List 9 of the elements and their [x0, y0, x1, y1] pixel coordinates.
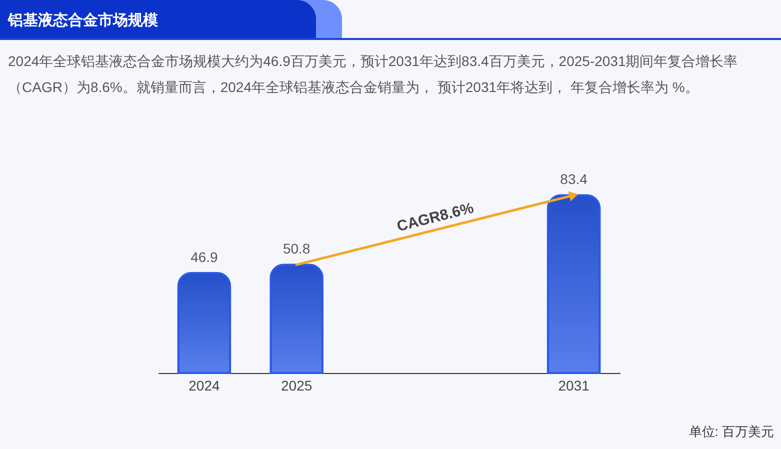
data-label: 83.4	[560, 171, 588, 188]
chart-title: 铝基液态合金市场规模	[7, 11, 159, 29]
x-tick-label: 2024	[188, 378, 220, 394]
chart-subtitle: 2024年全球铝基液态合金市场规模大约为46.9百万美元，预计2031年达到83.4百万美元，2025-2031期间年复合增长率（CAGR）为8.6%。就销量而言，2024年全球铝基液态合金销量为， 预计2031年将达到， 年复合增长率为 %。	[8, 53, 738, 95]
text: 单位: 百万美元	[688, 424, 774, 439]
x-tick-label: 2031	[558, 378, 590, 394]
x-tick-label: 2025	[281, 378, 312, 394]
data-label: 46.9	[190, 249, 218, 266]
data-label: 50.8	[282, 240, 310, 257]
